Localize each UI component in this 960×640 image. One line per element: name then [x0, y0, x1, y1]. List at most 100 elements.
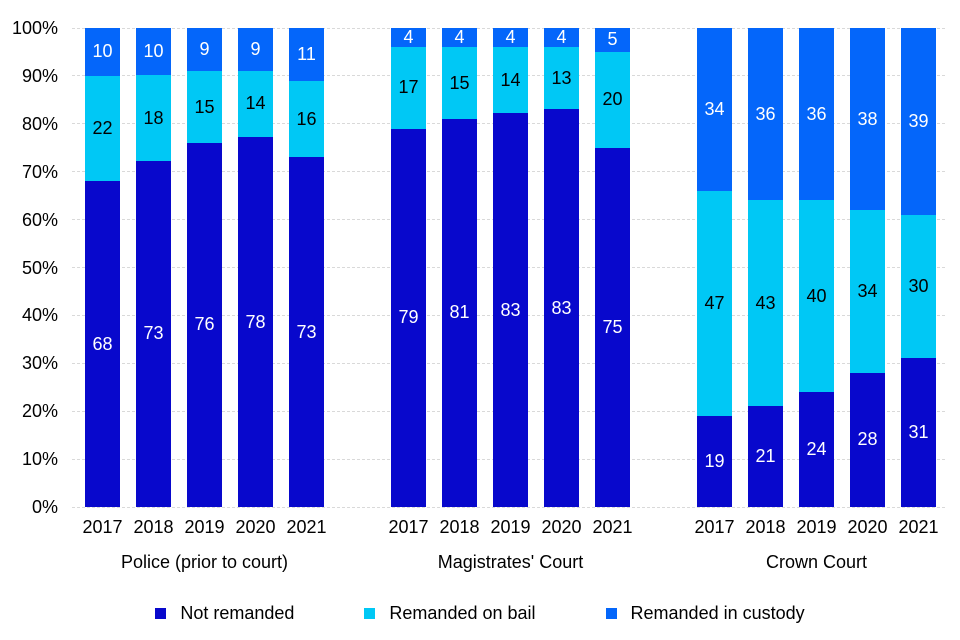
segment-remanded-on-bail: 30	[901, 214, 936, 359]
x-axis-year-label: 2020	[541, 517, 582, 537]
x-axis-year-label: 2021	[286, 517, 327, 537]
x-axis-year-label: 2019	[796, 517, 837, 537]
y-axis-tick-label: 100%	[11, 18, 58, 38]
gridline	[72, 506, 945, 508]
bar-crown-court-2019: 36 40 24	[799, 28, 834, 507]
segment-remanded-in-custody: 4	[391, 28, 426, 48]
y-axis-tick-label: 30%	[21, 353, 58, 374]
legend-swatch-not-remanded-icon	[155, 607, 167, 619]
segment-remanded-on-bail: 34	[850, 210, 885, 373]
x-axis-year-label: 2017	[82, 517, 123, 537]
y-axis-tick-label: 90%	[21, 65, 58, 86]
legend-swatch-remanded-in-custody-icon	[605, 607, 617, 619]
bar-magistrates-court-2020: 4 13 83	[544, 28, 579, 507]
segment-remanded-on-bail: 47	[697, 190, 732, 416]
group-label-police-prior-to-court-: Police (prior to court)	[120, 552, 289, 572]
segment-remanded-on-bail: 16	[289, 80, 324, 158]
segment-remanded-in-custody: 39	[901, 28, 936, 215]
y-axis-tick-label: 70%	[21, 161, 58, 182]
bar-police-prior-to-court--2018: 10 18 73	[136, 28, 171, 507]
y-axis-tick-label: 0%	[31, 497, 58, 517]
segment-remanded-in-custody: 10	[85, 28, 120, 76]
bar-police-prior-to-court--2019: 9 15 76	[187, 28, 222, 507]
bar-police-prior-to-court--2021: 11 16 73	[289, 28, 324, 507]
segment-not-remanded: 78	[238, 137, 273, 507]
x-axis-year-label: 2017	[694, 517, 735, 537]
bar-crown-court-2017: 34 47 19	[697, 28, 732, 507]
segment-not-remanded: 24	[799, 392, 834, 507]
bar-crown-court-2020: 38 34 28	[850, 28, 885, 507]
segment-remanded-on-bail: 14	[238, 70, 273, 138]
x-axis-year-label: 2020	[235, 517, 276, 537]
x-axis-year-label: 2020	[847, 517, 888, 537]
segment-remanded-in-custody: 9	[238, 28, 273, 71]
segment-remanded-in-custody: 4	[493, 28, 528, 47]
segment-remanded-in-custody: 34	[697, 28, 732, 191]
x-axis-year-label: 2018	[133, 517, 174, 537]
x-axis-year-label: 2018	[439, 517, 480, 537]
segment-remanded-on-bail: 18	[136, 75, 171, 161]
segment-not-remanded: 83	[544, 109, 579, 507]
y-axis-tick-label: 40%	[21, 305, 58, 326]
legend-label-remanded-on-bail: Remanded on bail	[389, 603, 536, 623]
segment-remanded-on-bail: 13	[544, 47, 579, 110]
segment-remanded-on-bail: 14	[493, 46, 528, 114]
segment-remanded-in-custody: 38	[850, 28, 885, 211]
legend: Not remanded Remanded on bail Remanded i…	[0, 602, 960, 624]
legend-swatch-remanded-on-bail-icon	[364, 607, 376, 619]
segment-remanded-in-custody: 10	[136, 28, 171, 76]
bar-crown-court-2018: 36 43 21	[748, 28, 783, 507]
x-axis-year-label: 2017	[388, 517, 429, 537]
y-axis-tick-label: 50%	[21, 257, 58, 278]
segment-remanded-in-custody: 36	[748, 28, 783, 201]
bar-magistrates-court-2018: 4 15 81	[442, 28, 477, 507]
x-axis-year-label: 2021	[592, 517, 633, 537]
legend-item-remanded-in-custody: Remanded in custody	[605, 602, 805, 624]
segment-remanded-on-bail: 15	[187, 71, 222, 143]
segment-remanded-on-bail: 40	[799, 200, 834, 393]
segment-not-remanded: 79	[391, 128, 426, 507]
segment-not-remanded: 19	[697, 415, 732, 507]
segment-remanded-in-custody: 5	[595, 28, 630, 52]
group-label-magistrates-court: Magistrates' Court	[437, 552, 584, 572]
bar-magistrates-court-2017: 4 17 79	[391, 28, 426, 507]
segment-remanded-on-bail: 22	[85, 75, 120, 182]
segment-not-remanded: 28	[850, 372, 885, 507]
x-axis-year-label: 2021	[898, 517, 939, 537]
segment-remanded-on-bail: 43	[748, 200, 783, 407]
segment-remanded-in-custody: 36	[799, 28, 834, 201]
segment-not-remanded: 83	[493, 113, 528, 507]
segment-not-remanded: 68	[85, 181, 120, 507]
legend-item-not-remanded: Not remanded	[155, 602, 294, 624]
y-axis-tick-label: 60%	[21, 209, 58, 230]
x-axis-year-label: 2019	[490, 517, 531, 537]
segment-remanded-in-custody: 4	[544, 28, 579, 48]
segment-not-remanded: 31	[901, 358, 936, 507]
legend-item-remanded-on-bail: Remanded on bail	[364, 602, 536, 624]
bar-police-prior-to-court--2017: 10 22 68	[85, 28, 120, 507]
segment-not-remanded: 73	[289, 157, 324, 507]
group-label-crown-court: Crown Court	[765, 552, 868, 572]
segment-not-remanded: 73	[136, 160, 171, 507]
segment-remanded-on-bail: 20	[595, 51, 630, 148]
segment-not-remanded: 75	[595, 147, 630, 507]
x-axis-year-label: 2018	[745, 517, 786, 537]
y-axis-tick-label: 20%	[21, 401, 58, 422]
segment-remanded-in-custody: 4	[442, 28, 477, 48]
segment-remanded-on-bail: 15	[442, 47, 477, 119]
x-axis-year-label: 2019	[184, 517, 225, 537]
y-axis-tick-label: 80%	[21, 113, 58, 134]
segment-remanded-in-custody: 9	[187, 28, 222, 72]
bar-magistrates-court-2021: 5 20 75	[595, 28, 630, 507]
segment-not-remanded: 76	[187, 142, 222, 507]
y-axis-tick-label: 10%	[21, 449, 58, 470]
legend-label-remanded-in-custody: Remanded in custody	[630, 603, 805, 623]
segment-not-remanded: 21	[748, 406, 783, 507]
segment-remanded-in-custody: 11	[289, 28, 324, 81]
segment-not-remanded: 81	[442, 119, 477, 507]
segment-remanded-on-bail: 17	[391, 47, 426, 129]
bar-magistrates-court-2019: 4 14 83	[493, 28, 528, 507]
legend-label-not-remanded: Not remanded	[180, 603, 295, 623]
bar-crown-court-2021: 39 30 31	[901, 28, 936, 507]
